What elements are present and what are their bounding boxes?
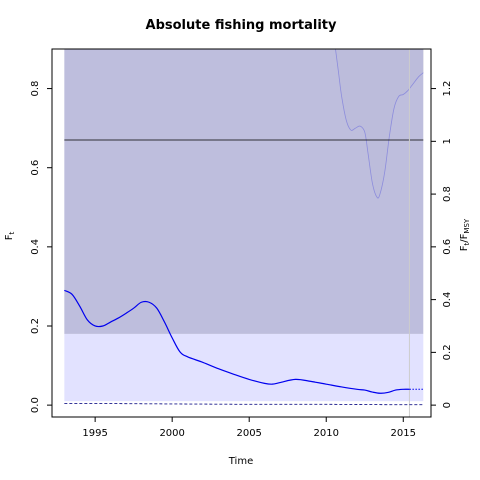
plot-frame — [51, 48, 432, 418]
y-right-tick-label: 1.2 — [442, 81, 453, 97]
ft-ci-upper-line — [335, 48, 424, 199]
svg-text:Ft: Ft — [4, 231, 16, 240]
fmsy-ci-band — [64, 49, 424, 334]
ft-ci-lower-line — [64, 403, 424, 406]
y-right-label-sub2: MSY — [463, 218, 471, 233]
x-axis-label: Time — [228, 456, 253, 467]
axes: 1995 2000 2005 2010 2015 0.0 0.2 0.4 0.6 0.8 0 0.2 0… — [30, 48, 453, 439]
y-left-label-sub: t — [8, 231, 16, 234]
y-left-tick-label: 0.2 — [30, 318, 41, 334]
y-right-tick-label: 1 — [442, 138, 453, 144]
y-axis-right-label: Ft/FMSY — [459, 218, 471, 251]
y-right-tick-label: 0.6 — [442, 239, 453, 255]
y-left-tick-label: 0.6 — [30, 160, 41, 176]
y-left-tick-label: 0.0 — [30, 397, 41, 413]
plot-area — [64, 48, 424, 417]
y-right-tick-label: 0 — [442, 402, 453, 408]
chart-title: Absolute fishing mortality — [146, 18, 337, 33]
y-left-tick-label: 0.8 — [30, 81, 41, 97]
y-right-label-main: F — [459, 245, 470, 251]
y-right-tick-label: 0.2 — [442, 344, 453, 360]
x-tick-label: 2005 — [236, 428, 261, 439]
ft-estimate-line — [64, 289, 410, 394]
x-tick-label: 2000 — [159, 428, 184, 439]
x-tick-label: 2015 — [391, 428, 416, 439]
y-axis-left-label: Ft — [4, 231, 16, 240]
y-right-tick-label: 0.8 — [442, 186, 453, 202]
y-left-tick-label: 0.4 — [30, 239, 41, 255]
y-right-label-sub: t — [463, 242, 471, 245]
y-left-label-main: F — [4, 234, 15, 240]
svg-text:Ft/FMSY: Ft/FMSY — [459, 218, 471, 251]
x-tick-label: 2010 — [314, 428, 339, 439]
x-tick-label: 1995 — [82, 428, 107, 439]
y-right-tick-label: 0.4 — [442, 292, 453, 308]
y-right-label-mid: /F — [459, 233, 470, 242]
